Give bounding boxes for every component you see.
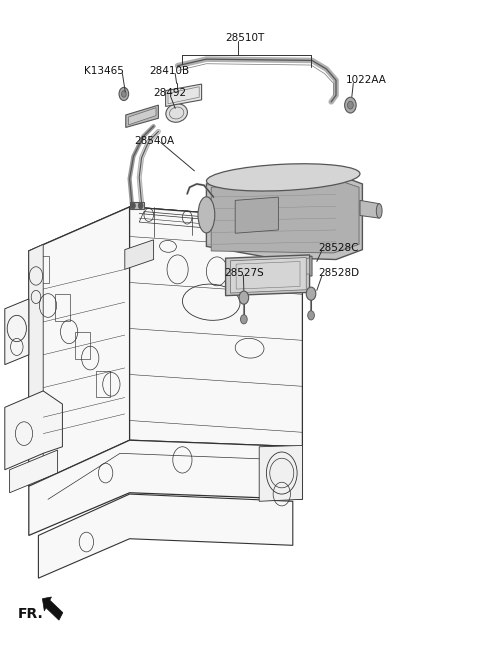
Text: FR.: FR. [18,607,44,622]
Polygon shape [42,597,63,620]
Circle shape [240,315,247,324]
Polygon shape [5,299,29,365]
Polygon shape [126,105,158,127]
Text: K13465: K13465 [84,66,124,76]
Ellipse shape [166,104,187,122]
Circle shape [121,91,126,97]
Circle shape [239,291,249,304]
Polygon shape [125,240,154,269]
Polygon shape [130,202,144,209]
Polygon shape [235,197,278,233]
Polygon shape [230,258,306,293]
Polygon shape [206,172,362,260]
Polygon shape [29,207,130,486]
Polygon shape [130,207,302,237]
Polygon shape [226,255,310,296]
Polygon shape [29,244,43,486]
Text: 28410B: 28410B [149,66,189,76]
Polygon shape [129,108,156,125]
Circle shape [119,87,129,101]
Ellipse shape [206,164,360,191]
Text: 28510T: 28510T [226,33,265,43]
Polygon shape [38,494,293,578]
Polygon shape [166,84,202,106]
Text: 28540A: 28540A [134,136,175,147]
Polygon shape [259,445,302,501]
Polygon shape [10,450,58,493]
Ellipse shape [198,197,215,233]
Circle shape [345,97,356,113]
Circle shape [348,101,353,109]
Circle shape [131,202,135,209]
Text: 28527S: 28527S [225,267,264,278]
Polygon shape [211,179,359,253]
Circle shape [308,311,314,320]
Text: 1022AA: 1022AA [346,75,386,85]
Text: 28528D: 28528D [318,267,360,278]
Polygon shape [29,440,302,535]
Polygon shape [5,391,62,470]
Ellipse shape [376,204,382,218]
Text: 28492: 28492 [154,88,187,99]
Polygon shape [259,256,312,278]
Polygon shape [262,258,310,276]
Polygon shape [360,200,379,218]
Circle shape [138,202,143,209]
Polygon shape [130,207,302,447]
Text: 28528C: 28528C [318,243,359,254]
Circle shape [306,287,316,300]
